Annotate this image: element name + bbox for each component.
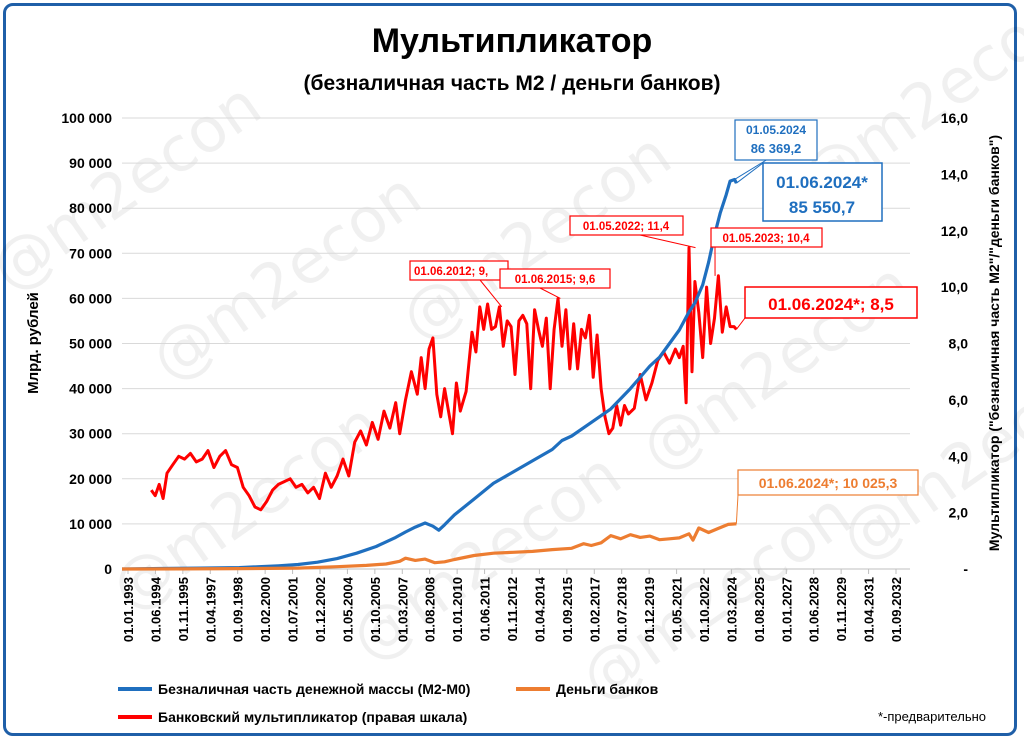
y-tick-label: 90 000 xyxy=(69,155,112,171)
x-tick-label: 01.04.1997 xyxy=(203,577,218,642)
callout-leader xyxy=(735,317,746,330)
x-tick-label: 01.01.2010 xyxy=(450,577,465,642)
legend-label-multiplier: Банковский мультипликатор (правая шкала) xyxy=(158,709,467,725)
x-tick-label: 01.08.2025 xyxy=(752,577,767,642)
y-tick-label: 80 000 xyxy=(69,200,112,216)
x-tick-label: 01.07.2001 xyxy=(286,577,301,642)
callout-mult-2015 xyxy=(499,268,611,289)
y-tick-label: 30 000 xyxy=(69,426,112,442)
y2-tick-label: - xyxy=(963,561,968,577)
x-tick-label: 01.09.1998 xyxy=(231,577,246,642)
series-line-m2-noncash xyxy=(121,177,738,571)
callout-mult-latest-text: 01.06.2024*; 8,5 xyxy=(768,295,894,314)
x-tick-label: 01.02.2000 xyxy=(258,577,273,642)
callout-mult-2022 xyxy=(569,215,684,236)
callout-leader xyxy=(736,162,764,184)
y2-tick-label: 6,0 xyxy=(949,392,969,408)
x-tick-label: 01.08.2008 xyxy=(423,577,438,642)
y-tick-label: 100 000 xyxy=(61,110,112,126)
x-tick-label: 01.06.2011 xyxy=(478,577,493,641)
x-tick-label: 01.03.2024 xyxy=(724,576,739,642)
axes: 0 10 000 20 000 30 000 40 000 50 000 60 000 70 … xyxy=(61,110,968,642)
callout-leader xyxy=(539,287,561,299)
x-tick-label: 01.04.2014 xyxy=(532,576,547,642)
x-tick-label: 01.01.1993 xyxy=(121,577,136,642)
legend: Безналичная часть денежной массы (М2-М0)… xyxy=(118,681,659,725)
callout-m2-peak-value: 86 369,2 xyxy=(751,141,802,156)
y2-tick-label: 10,0 xyxy=(941,279,968,295)
x-tick-label: 01.06.1994 xyxy=(148,576,163,642)
y-tick-label: 20 000 xyxy=(69,471,112,487)
x-tick-label: 01.07.2018 xyxy=(615,577,630,642)
y2-tick-label: 2,0 xyxy=(949,505,969,521)
footnote: *-предварительно xyxy=(878,709,986,724)
callout-mult-2015-text: 01.06.2015; 9,6 xyxy=(515,274,596,286)
y-tick-label: 60 000 xyxy=(69,290,112,306)
y-tick-label: 70 000 xyxy=(69,245,112,261)
callout-mult-2023 xyxy=(710,227,823,248)
y2-tick-label: 4,0 xyxy=(949,448,969,464)
x-tick-label: 01.05.2021 xyxy=(670,577,685,642)
x-tick-label: 01.11.2012 xyxy=(505,577,520,641)
series-line-multiplier xyxy=(150,246,738,512)
callout-m2-latest-date: 01.06.2024* xyxy=(776,173,868,192)
legend-label-bank-money: Деньги банков xyxy=(556,681,659,697)
x-tick-label: 01.02.2017 xyxy=(587,577,602,642)
x-tick-label: 01.09.2015 xyxy=(560,577,575,642)
chart-title: Мультипликатор xyxy=(372,22,653,60)
annotation-layer: 01.05.2024 86 369,2 01.06.2024* 85 550,7 01.… xyxy=(409,119,919,524)
series-line-bank-money xyxy=(121,522,737,571)
callout-m2-peak xyxy=(734,119,818,161)
y-tick-label: 10 000 xyxy=(69,516,112,532)
y2-axis-label: Мультипликатор ("безналичная часть М2"/"… xyxy=(986,135,1002,551)
callout-leader xyxy=(735,494,739,524)
callout-mult-2012-text: 01.06.2012; 9, xyxy=(414,266,488,278)
callout-leader xyxy=(639,234,696,249)
y-tick-label: 0 xyxy=(104,561,112,577)
x-tick-label: 01.01.2027 xyxy=(779,577,794,642)
x-tick-label: 01.09.2032 xyxy=(889,577,904,642)
x-tick-label: 01.11.1995 xyxy=(176,577,191,641)
x-tick-label: 01.12.2002 xyxy=(313,577,328,642)
callout-mult-2022-text: 01.05.2022; 11,4 xyxy=(583,221,670,233)
callout-bank-money-latest xyxy=(737,469,919,496)
callout-bank-money-latest-text: 01.06.2024*; 10 025,3 xyxy=(759,475,898,491)
y-tick-label: 50 000 xyxy=(69,336,112,352)
callout-leader xyxy=(479,279,503,308)
y2-tick-label: 14,0 xyxy=(941,166,968,182)
callout-m2-latest xyxy=(762,162,883,222)
x-tick-label: 01.05.2004 xyxy=(340,576,355,642)
chart-subtitle: (безналичная часть М2 / деньги банков) xyxy=(304,72,721,95)
chart-frame xyxy=(3,3,1017,736)
legend-label-m2: Безналичная часть денежной массы (М2-М0) xyxy=(158,681,470,697)
x-tick-label: 01.06.2028 xyxy=(807,577,822,642)
y2-tick-label: 12,0 xyxy=(941,223,968,239)
x-tick-label: 01.10.2022 xyxy=(697,577,712,642)
y2-tick-label: 16,0 xyxy=(941,110,968,126)
callout-m2-latest-value: 85 550,7 xyxy=(789,198,855,217)
series-layer xyxy=(121,177,738,571)
callout-mult-latest xyxy=(744,286,918,319)
y2-tick-label: 8,0 xyxy=(949,336,969,352)
x-tick-label: 01.04.2031 xyxy=(862,577,877,642)
callout-mult-2023-text: 01.05.2023; 10,4 xyxy=(723,233,811,245)
x-tick-label: 01.03.2007 xyxy=(395,577,410,642)
x-tick-label: 01.11.2029 xyxy=(834,577,849,641)
x-tick-label: 01.10.2005 xyxy=(368,577,383,642)
callout-m2-peak-date: 01.05.2024 xyxy=(746,123,806,137)
y-tick-label: 40 000 xyxy=(69,381,112,397)
y-axis-label: Млрд. рублей xyxy=(25,292,42,394)
x-tick-label: 01.12.2019 xyxy=(642,577,657,642)
